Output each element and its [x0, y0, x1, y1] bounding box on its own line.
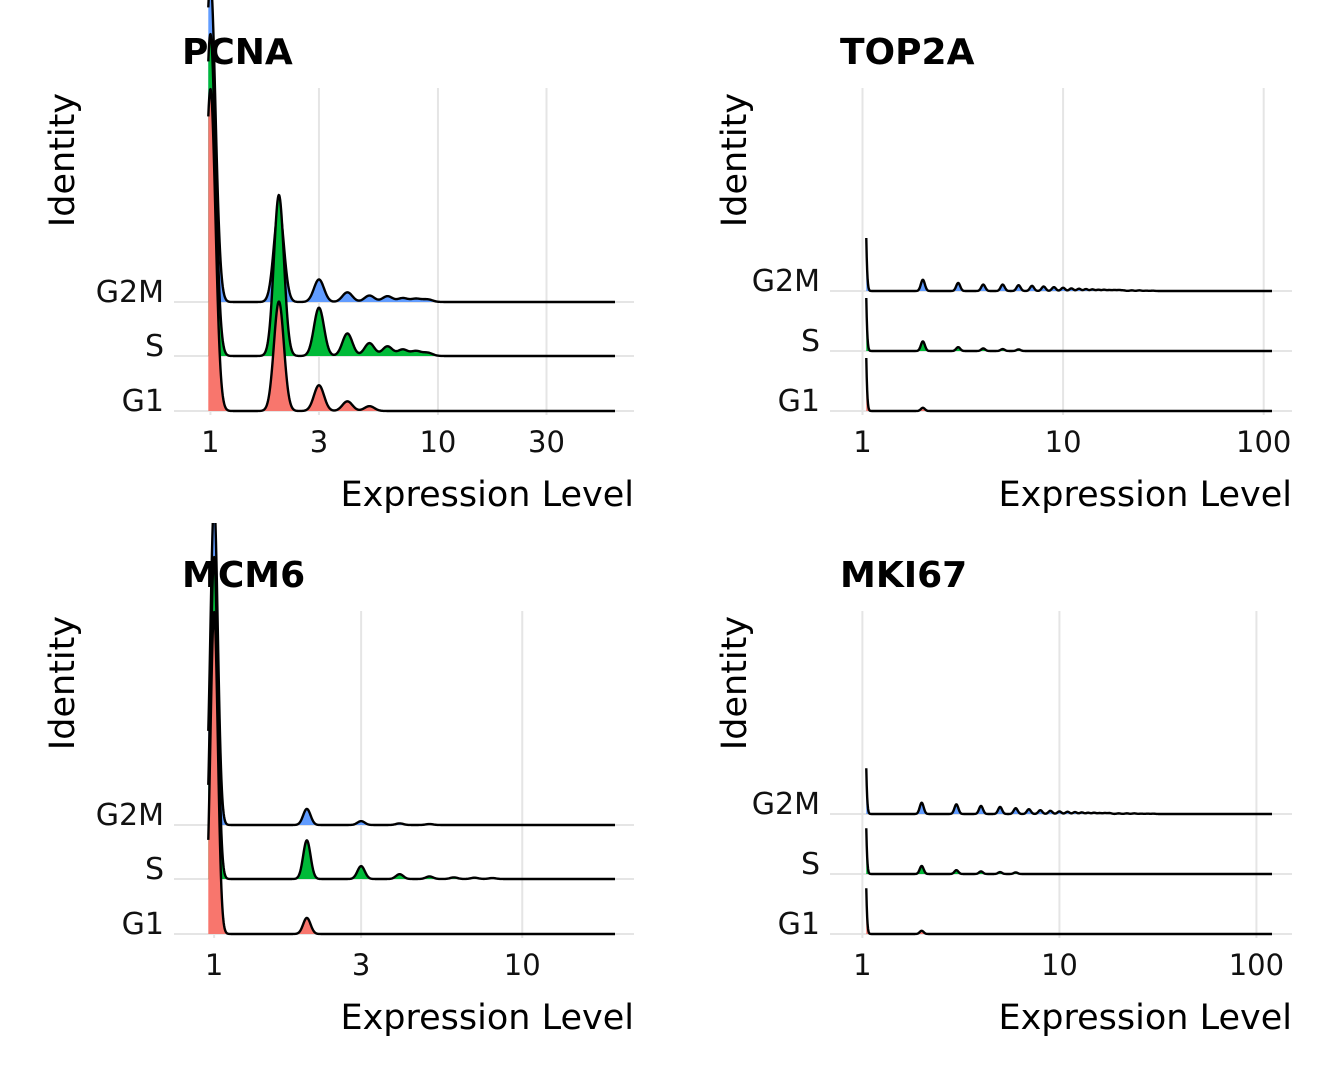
ridgeline-svg-mcm6: MCM6 Identity G1 S G2M 1 3 10 Expression Level: [43, 523, 634, 1038]
x-tick-label: 10: [504, 948, 541, 982]
ridge-fill-g1: [208, 612, 616, 934]
panel-title: MCM6: [182, 555, 305, 596]
category-label-g1: G1: [778, 907, 820, 942]
panel-title: MKI67: [840, 555, 967, 596]
category-label-s: S: [801, 324, 820, 359]
ridge-line-g2m: [865, 237, 1273, 293]
category-label-s: S: [801, 847, 820, 882]
x-tick-label: 1: [853, 948, 871, 982]
x-tick-label: 100: [1229, 948, 1284, 982]
panel-mcm6: MCM6 Identity G1 S G2M 1 3 10 Expression Level: [0, 523, 672, 1060]
category-label-s: S: [145, 852, 164, 887]
y-axis-label: Identity: [715, 93, 755, 227]
x-axis-label: Expression Level: [998, 998, 1292, 1038]
ridge-line-s: [865, 297, 1273, 353]
x-axis-label: Expression Level: [340, 998, 634, 1038]
panel-title: TOP2A: [840, 32, 975, 73]
x-tick-label: 10: [419, 425, 456, 459]
category-label-g1: G1: [122, 907, 164, 942]
ridge-fill-s: [208, 34, 616, 356]
ridge-fill-g1: [208, 89, 616, 411]
ridgeline-svg-pcna: PCNA Identity G1 S G2M 1 3 10 30 Expression Level: [43, 0, 634, 515]
ridge-line-g1: [865, 357, 1273, 413]
y-axis-label: Identity: [43, 93, 83, 227]
ridge-fill-s: [208, 557, 616, 879]
category-label-g2m: G2M: [96, 275, 164, 310]
category-label-g1: G1: [778, 384, 820, 419]
x-tick-label: 3: [352, 948, 370, 982]
x-tick-label: 10: [1041, 948, 1078, 982]
y-axis-label: Identity: [43, 616, 83, 750]
x-tick-label: 1: [205, 948, 223, 982]
ridge-line-g1: [865, 888, 1273, 936]
category-label-g1: G1: [122, 384, 164, 419]
x-tick-label: 100: [1236, 425, 1291, 459]
ridge-line-s: [207, 32, 616, 358]
ridge-fill-s: [866, 828, 1272, 874]
panel-top2a: TOP2A Identity G1 S G2M 1 10 100 Expression Leve…: [672, 0, 1344, 537]
x-axis-label: Expression Level: [998, 475, 1292, 515]
x-axis-label: Expression Level: [340, 475, 634, 515]
panel-mki67: MKI67 Identity G1 S G2M 1 10 100 Expression Leve…: [672, 523, 1344, 1060]
x-tick-label: 30: [528, 425, 565, 459]
x-tick-label: 3: [310, 425, 328, 459]
ridge-fill-g2m: [866, 768, 1272, 814]
ridge-fill-g1: [866, 888, 1272, 934]
ridgeline-svg-top2a: TOP2A Identity G1 S G2M 1 10 100 Expression Leve…: [715, 32, 1292, 515]
category-label-g2m: G2M: [752, 787, 820, 822]
category-label-s: S: [145, 329, 164, 364]
panel-title: PCNA: [182, 32, 293, 73]
ridge-line-g2m: [207, 523, 616, 827]
category-label-g2m: G2M: [96, 798, 164, 833]
ridge-fill-g1: [866, 358, 1272, 411]
ridge-line-s: [207, 555, 616, 881]
ridge-line-s: [865, 828, 1273, 876]
ridge-line-g1: [207, 610, 616, 936]
ridge-line-g2m: [865, 768, 1273, 816]
y-axis-label: Identity: [715, 616, 755, 750]
ridge-line-g1: [207, 87, 616, 413]
x-tick-label: 1: [853, 425, 871, 459]
x-tick-label: 1: [201, 425, 219, 459]
category-label-g2m: G2M: [752, 264, 820, 299]
ridgeline-svg-mki67: MKI67 Identity G1 S G2M 1 10 100 Expression Leve…: [715, 555, 1292, 1038]
ridge-fill-s: [866, 298, 1272, 351]
ridge-fill-g2m: [866, 238, 1272, 291]
panel-pcna: PCNA Identity G1 S G2M 1 3 10 30 Expression Level: [0, 0, 672, 537]
x-tick-label: 10: [1045, 425, 1082, 459]
